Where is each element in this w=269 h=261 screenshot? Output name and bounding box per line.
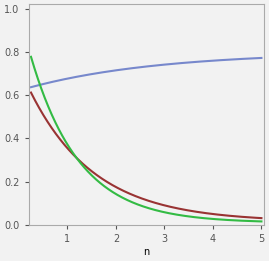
X-axis label: n: n	[143, 247, 149, 257]
